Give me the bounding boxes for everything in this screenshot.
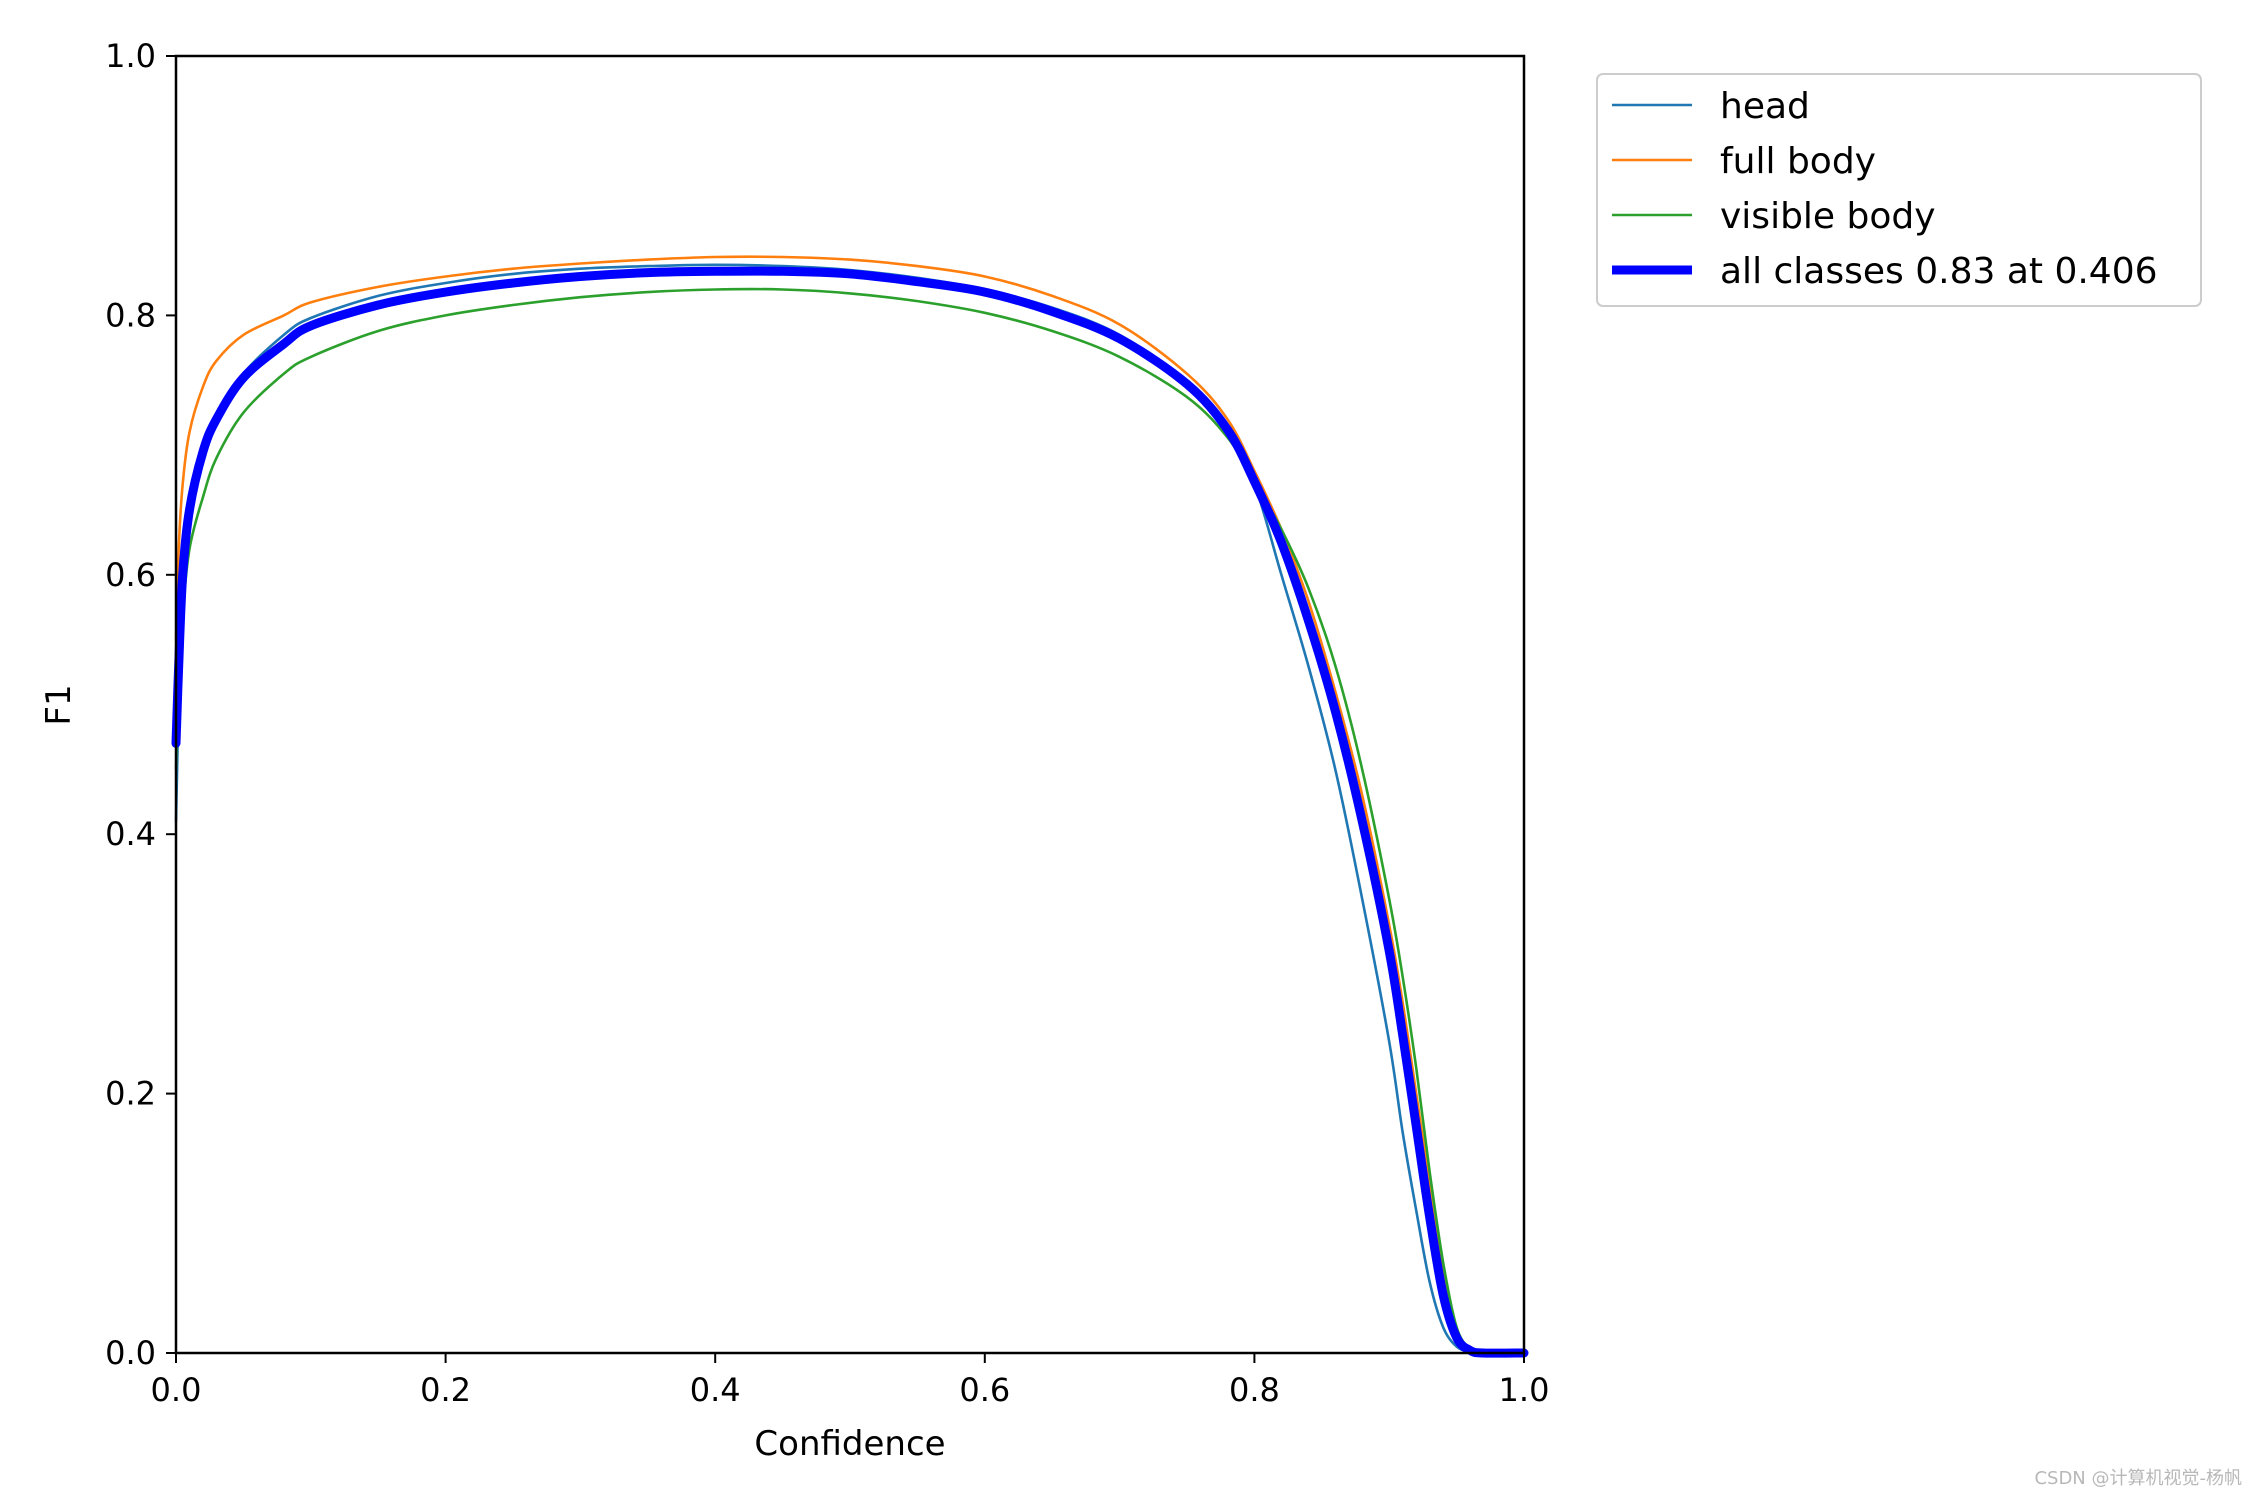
legend-label-all-classes-0-83-at-0-406: all classes 0.83 at 0.406	[1720, 251, 2158, 292]
watermark: CSDN @计算机视觉-杨帆	[2034, 1468, 2242, 1489]
x-tick-label: 0.4	[690, 1371, 741, 1409]
series-line-full-body	[174, 255, 1526, 1355]
legend-label-head: head	[1720, 86, 1810, 127]
y-tick-label: 0.8	[105, 296, 156, 334]
y-tick-label: 1.0	[105, 37, 156, 75]
x-axis: 0.0 0.2 0.4 0.6 0.8 1.0	[151, 1353, 1550, 1409]
plot-frame	[174, 54, 1526, 1355]
series-line-all-classes-0-83-at-0-406	[171, 266, 1529, 1358]
legend-label-full-body: full body	[1720, 141, 1876, 182]
x-tick-label: 1.0	[1499, 1371, 1550, 1409]
x-tick-label: 0.8	[1229, 1371, 1280, 1409]
series-line-visible-body	[174, 287, 1526, 1355]
plot-area	[171, 255, 1529, 1358]
y-tick-label: 0.2	[105, 1075, 156, 1113]
legend: head full body visible body all classes 0.8…	[1596, 73, 2202, 307]
y-tick-label: 0.0	[105, 1334, 156, 1372]
x-tick-label: 0.0	[151, 1371, 202, 1409]
x-axis-label: Confidence	[754, 1424, 945, 1464]
y-axis: 0.0 0.2 0.4 0.6 0.8 1.0	[105, 37, 176, 1372]
x-tick-label: 0.6	[959, 1371, 1010, 1409]
legend-box	[1596, 73, 2202, 307]
x-tick-label: 0.2	[420, 1371, 471, 1409]
legend-label-visible-body: visible body	[1720, 196, 1936, 237]
y-tick-label: 0.4	[105, 815, 156, 853]
y-tick-label: 0.6	[105, 556, 156, 594]
y-axis-label: F1	[39, 684, 79, 725]
